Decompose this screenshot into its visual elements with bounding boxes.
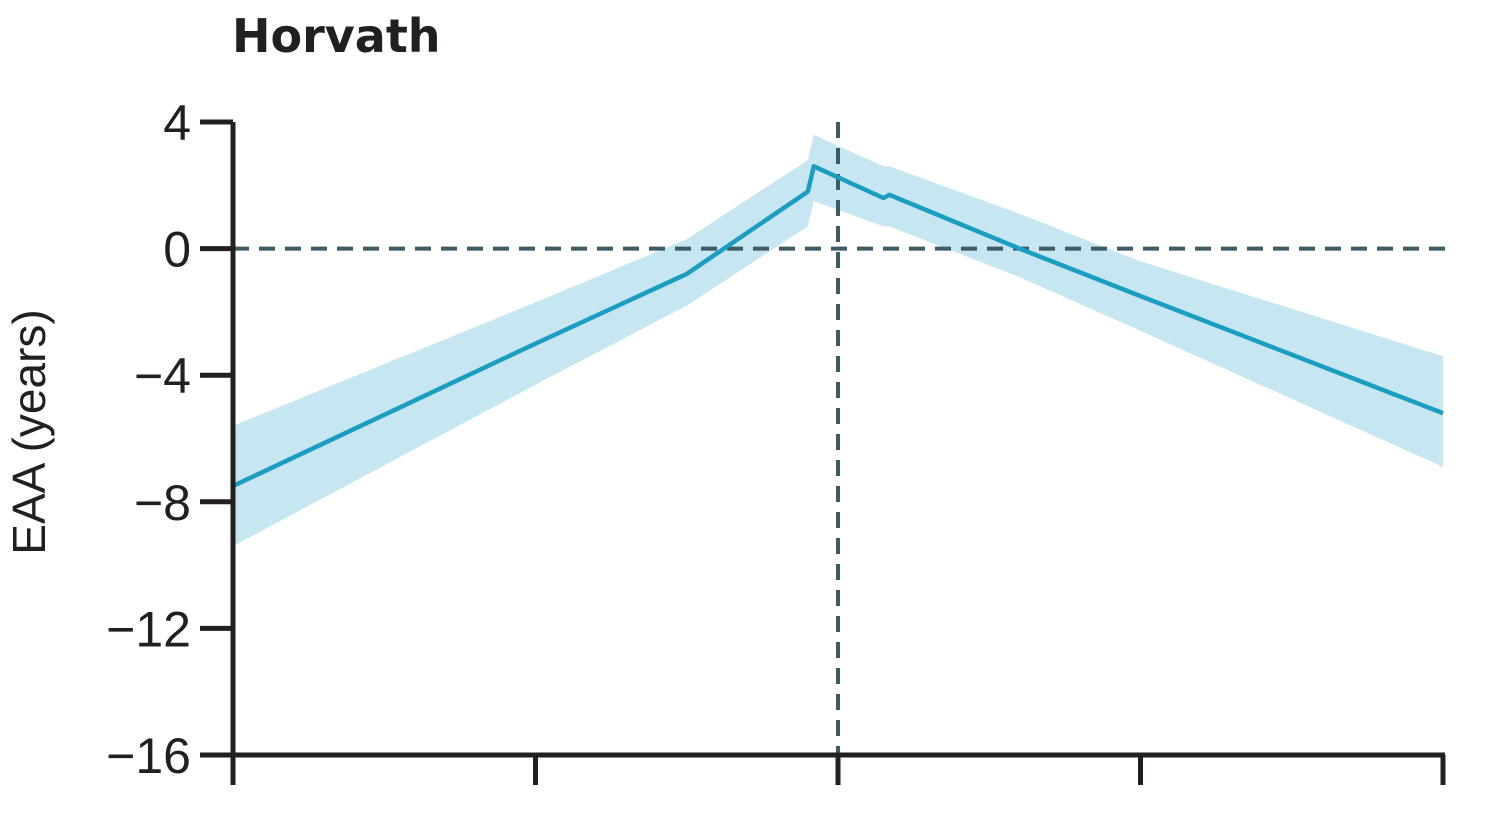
series-line <box>232 164 1444 489</box>
y-tick-label: −16 <box>106 728 191 784</box>
y-tick-label: 0 <box>163 222 191 278</box>
plot-area: 4 0 −4 −8 −12 −16 <box>106 95 1447 785</box>
confidence-band <box>233 134 1443 547</box>
chart-title: Horvath <box>232 9 441 63</box>
y-tick-label: −8 <box>134 475 191 531</box>
y-axis-title: EAA (years) <box>3 309 55 554</box>
y-tick-label: 4 <box>163 95 191 151</box>
y-tick-label: −4 <box>134 348 191 404</box>
y-tick-label: −12 <box>106 601 191 657</box>
